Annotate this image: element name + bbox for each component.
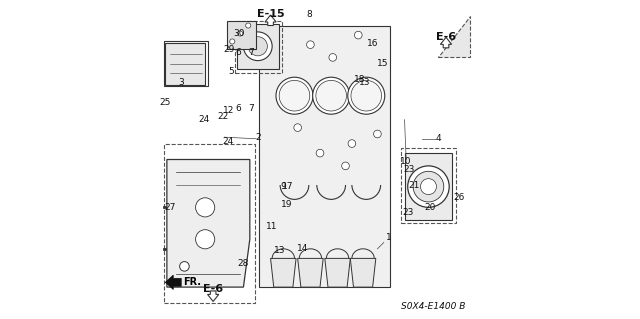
- Circle shape: [276, 77, 313, 114]
- Text: 29: 29: [223, 45, 235, 54]
- Text: 5: 5: [228, 67, 234, 76]
- Bar: [236, 21, 282, 73]
- Text: 24: 24: [198, 115, 209, 124]
- Text: 19: 19: [281, 200, 292, 209]
- Circle shape: [329, 54, 337, 61]
- Text: 25: 25: [159, 98, 171, 107]
- Polygon shape: [227, 21, 256, 49]
- Text: 23: 23: [402, 208, 413, 217]
- Text: 3: 3: [179, 78, 184, 87]
- Circle shape: [316, 149, 324, 157]
- Circle shape: [351, 80, 381, 111]
- Polygon shape: [237, 24, 278, 69]
- Bar: [164, 41, 209, 86]
- Circle shape: [316, 80, 346, 111]
- Circle shape: [307, 41, 314, 48]
- Circle shape: [279, 80, 310, 111]
- FancyArrow shape: [265, 15, 276, 26]
- Circle shape: [246, 23, 251, 28]
- Polygon shape: [298, 258, 323, 287]
- Circle shape: [237, 31, 243, 36]
- Bar: [401, 148, 456, 223]
- Text: 9: 9: [280, 182, 286, 191]
- Polygon shape: [404, 153, 452, 220]
- FancyArrow shape: [165, 275, 181, 290]
- Text: 24: 24: [222, 137, 233, 146]
- Text: E-6: E-6: [203, 284, 223, 294]
- Text: 26: 26: [453, 193, 465, 202]
- Polygon shape: [350, 258, 376, 287]
- Text: 20: 20: [424, 203, 436, 212]
- Text: 4: 4: [435, 134, 441, 143]
- Text: 30: 30: [233, 29, 244, 38]
- Text: 7: 7: [248, 48, 254, 57]
- Text: 18: 18: [354, 75, 365, 84]
- Text: S0X4-E1400 B: S0X4-E1400 B: [401, 302, 465, 311]
- Text: 13: 13: [359, 78, 371, 87]
- Text: 6: 6: [236, 48, 241, 57]
- FancyArrow shape: [207, 291, 219, 301]
- Text: 13: 13: [275, 246, 286, 255]
- Circle shape: [313, 77, 349, 114]
- Text: 2: 2: [255, 133, 260, 142]
- Text: E-6: E-6: [436, 32, 456, 42]
- Text: 12: 12: [223, 106, 235, 115]
- Polygon shape: [271, 258, 296, 287]
- Text: FR.: FR.: [183, 277, 201, 287]
- Polygon shape: [259, 26, 390, 287]
- Text: 27: 27: [164, 203, 176, 212]
- Text: 14: 14: [297, 244, 308, 253]
- Text: 7: 7: [248, 104, 254, 113]
- Circle shape: [196, 230, 215, 249]
- Text: 6: 6: [236, 104, 241, 113]
- Text: 22: 22: [217, 112, 228, 121]
- Circle shape: [348, 140, 356, 147]
- Circle shape: [348, 77, 385, 114]
- Text: 17: 17: [282, 182, 294, 191]
- Text: 15: 15: [376, 59, 388, 68]
- Text: 1: 1: [386, 233, 392, 242]
- Circle shape: [248, 37, 268, 56]
- FancyArrow shape: [440, 37, 452, 48]
- Polygon shape: [165, 43, 205, 85]
- Bar: [164, 144, 255, 303]
- Circle shape: [230, 39, 235, 44]
- Circle shape: [196, 198, 215, 217]
- Polygon shape: [324, 258, 350, 287]
- Circle shape: [413, 171, 444, 202]
- Text: 28: 28: [237, 259, 249, 268]
- Circle shape: [243, 32, 272, 61]
- Circle shape: [342, 162, 349, 170]
- Text: 16: 16: [367, 39, 378, 48]
- Text: 8: 8: [306, 10, 312, 19]
- Circle shape: [408, 166, 449, 207]
- Text: 11: 11: [266, 222, 278, 231]
- Polygon shape: [167, 160, 250, 287]
- Text: 23: 23: [404, 165, 415, 174]
- Circle shape: [355, 31, 362, 39]
- Circle shape: [420, 179, 436, 195]
- Text: 10: 10: [401, 157, 412, 166]
- Text: E-15: E-15: [257, 9, 284, 19]
- Text: 21: 21: [408, 181, 420, 189]
- Circle shape: [180, 262, 189, 271]
- Polygon shape: [438, 16, 470, 57]
- Circle shape: [374, 130, 381, 138]
- Circle shape: [294, 124, 301, 131]
